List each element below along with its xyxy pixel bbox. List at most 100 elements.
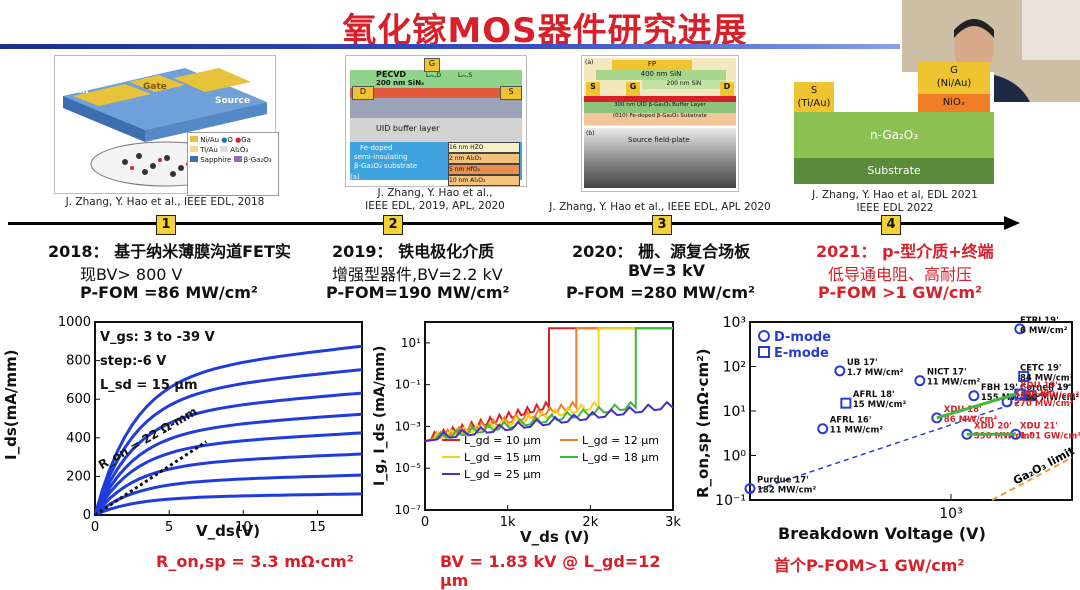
timeline-axis — [8, 222, 1008, 225]
speaker-icon — [902, 0, 1080, 102]
fig3-label-a: (a) — [585, 59, 594, 66]
milestone-2020-line2: BV=3 kV — [628, 261, 706, 280]
fig1-legend-niau: Ni/Au — [200, 136, 219, 144]
chart-benchmark-point-label: CETC 19' — [1020, 363, 1061, 373]
chart-benchmark-caption: 首个P-FOM>1 GW/cm² — [774, 556, 965, 575]
fig3-label-s: S — [586, 82, 600, 96]
chart-output-curve — [93, 431, 363, 516]
milestone-2020-line3: P-FOM =280 MW/cm² — [566, 283, 756, 302]
chart-output-ytick-label: 400 — [66, 431, 91, 446]
milestone-2021-line1: 2021： p-型介质+终端 — [816, 242, 994, 261]
fig2-label-fedoped: Fe-doped — [360, 144, 393, 152]
fig1-legend-ga2o3: β-Ga₂O₃ — [243, 156, 272, 164]
timeline-marker-2: 2 — [383, 215, 403, 235]
chart-benchmark-point-value: 11 MW/cm² — [830, 426, 884, 436]
fig1-legend-o: O — [227, 136, 233, 144]
chart-breakdown: 0 1k 2k 3k 10⁻⁷ 10⁻⁵ 10⁻³ 10⁻¹ 10¹ L_gd = 10 µm L_… — [370, 310, 685, 590]
chart-output-svg: 0 5 10 15 0 200 400 600 800 1000 — [58, 315, 363, 535]
chart-breakdown-xtick-label: 1k — [500, 515, 516, 530]
chart-output-ylabel: I_ds(mA/mm) — [2, 349, 20, 460]
chart-benchmark-point — [914, 375, 926, 387]
fig2-citation-1: J. Zhang, Y. Hao et al., — [377, 187, 493, 199]
timeline-marker-1: 1 — [156, 215, 176, 235]
chart-output-xtick-label: 5 — [165, 520, 173, 535]
timeline-arrow-icon — [1004, 216, 1020, 230]
fig2-label-lexs: Lₑₓ,S — [458, 72, 473, 79]
chart-benchmark: 10⁻¹ 10⁰ 10¹ 10² 10³ 10³ Ga₂O₃ limit D-mode E-mo… — [690, 310, 1080, 580]
chart-benchmark-xlabel: Breakdown Voltage (V) — [778, 524, 986, 543]
fig1-legend: Ni/Au ●O ●Ga Ti/Au Al₂O₃ Sapphire β-Ga₂O… — [187, 132, 279, 196]
chart-benchmark-point-value: 11 MW/cm² — [927, 378, 981, 388]
fig3-label-fieldplate: Source field-plate — [628, 136, 690, 144]
fig3-label-d: D — [720, 82, 734, 96]
fig3-label-sin200: 200 nm SiN — [642, 80, 726, 89]
chart-benchmark-xtick-label: 10³ — [939, 506, 962, 522]
chart-breakdown-legend-label: L_gd = 25 µm — [464, 468, 541, 481]
fig2-citation-2: IEEE EDL, 2019, APL, 2020 — [365, 200, 505, 212]
timeline-marker-4: 4 — [881, 215, 901, 235]
chart-output-xlabel: V_ds(V) — [196, 522, 261, 540]
chart-output: 0 5 10 15 0 200 400 600 800 1000 I_ds(mA/mm) V_ds… — [0, 310, 370, 580]
chart-output-curve — [93, 344, 363, 516]
fig4-citation-2: IEEE EDL 2022 — [856, 202, 934, 214]
chart-benchmark-point-label: FBH 19' — [981, 383, 1018, 393]
chart-benchmark-point — [834, 365, 846, 377]
fig2-label-lexd: Lₑₓ,D — [426, 72, 442, 79]
chart-breakdown-curve — [424, 327, 673, 443]
fig2-label-substrate: β-Ga₂O₃ substrate — [354, 162, 418, 170]
chart-benchmark-point-label: ETRI 19' — [1020, 316, 1059, 326]
chart-breakdown-curve — [424, 400, 674, 443]
chart-benchmark-point-label: Purdue 17' — [757, 476, 809, 486]
chart-breakdown-xtick-label: 0 — [421, 515, 429, 530]
fig3-label-fp: FP — [612, 60, 692, 70]
fig2-layer-al2o3-b: 10 nm Al₂O₃ — [448, 175, 520, 186]
speaker-video[interactable] — [902, 0, 1080, 102]
fig2-layer-hzo: 16 nm HZO — [448, 142, 520, 153]
fig4-label-nga2o3: n-Ga₂O₃ — [794, 112, 994, 158]
chart-benchmark-point — [744, 483, 756, 495]
chart-benchmark-point — [1025, 390, 1037, 402]
chart-benchmark-frame — [749, 321, 1073, 501]
fig4-label-niau: (Ni/Au) — [936, 78, 972, 89]
chart-benchmark-point-label: XDU 20' — [1014, 389, 1052, 399]
chart-benchmark-point — [1018, 370, 1030, 382]
chart-output-ytick-label: 0 — [83, 508, 91, 523]
milestone-2019-line2: 增强型器件,BV=2.2 kV — [332, 265, 503, 284]
fig2-label-s: S — [500, 86, 522, 100]
milestone-2021-line3: P-FOM >1 GW/cm² — [818, 283, 983, 302]
fig1-label-drain: Drain — [61, 86, 89, 96]
chart-benchmark-legend-dmode-icon — [758, 330, 770, 342]
chart-output-ron-line — [94, 440, 208, 517]
chart-output-curve — [94, 473, 363, 517]
chart-output-ytick-label: 800 — [66, 354, 91, 369]
chart-benchmark-point-label: Cornell 19' — [1020, 383, 1071, 393]
chart-breakdown-ytick-label: 10⁻⁷ — [395, 503, 422, 517]
milestone-2021-line2: 低导通电阻、高耐压 — [828, 265, 973, 284]
fig2-label-semi: semi-insulating — [354, 153, 408, 161]
chart-benchmark-point — [840, 397, 852, 409]
chart-benchmark-point-value: 86 MW/cm² — [944, 415, 998, 425]
chart-breakdown-legend-label: L_gd = 10 µm — [464, 434, 541, 447]
fig3-device-image: FP 400 nm SiN 200 nm SiN S G D 300 nm UI… — [581, 55, 739, 192]
chart-output-curve — [94, 492, 363, 517]
fig4-citation-1: J. Zhang, Y. Hao et al, EDL 2021 — [812, 189, 978, 201]
fig4-label-g: G — [950, 65, 958, 76]
fig3-label-b: (b) — [586, 130, 595, 137]
chart-benchmark-point-label: XDU 19' — [1020, 381, 1058, 391]
fig3-label-g: G — [626, 82, 640, 96]
chart-output-xtick-label: 10 — [235, 520, 252, 535]
chart-benchmark-point-value: 390 MW/cm² — [974, 431, 1034, 441]
fig1-citation: J. Zhang, Y. Hao et al., IEEE EDL, 2018 — [65, 196, 265, 208]
title-underline — [0, 44, 900, 49]
chart-benchmark-point — [968, 390, 980, 402]
chart-benchmark-point-label: UB 17' — [847, 358, 878, 368]
fig4-label-s: S — [810, 85, 818, 96]
chart-output-ytick-label: 600 — [66, 392, 91, 407]
fig3-citation: J. Zhang, Y. Hao et al., IEEE EDL, APL 2… — [549, 201, 771, 213]
chart-benchmark-point — [1014, 323, 1026, 335]
fig2-label-pecvd: PECVD — [376, 70, 407, 79]
fig4-label-substrate: Substrate — [794, 158, 994, 184]
chart-benchmark-legend-emode: E-mode — [774, 346, 829, 361]
chart-breakdown-ytick-label: 10⁻³ — [395, 419, 422, 433]
